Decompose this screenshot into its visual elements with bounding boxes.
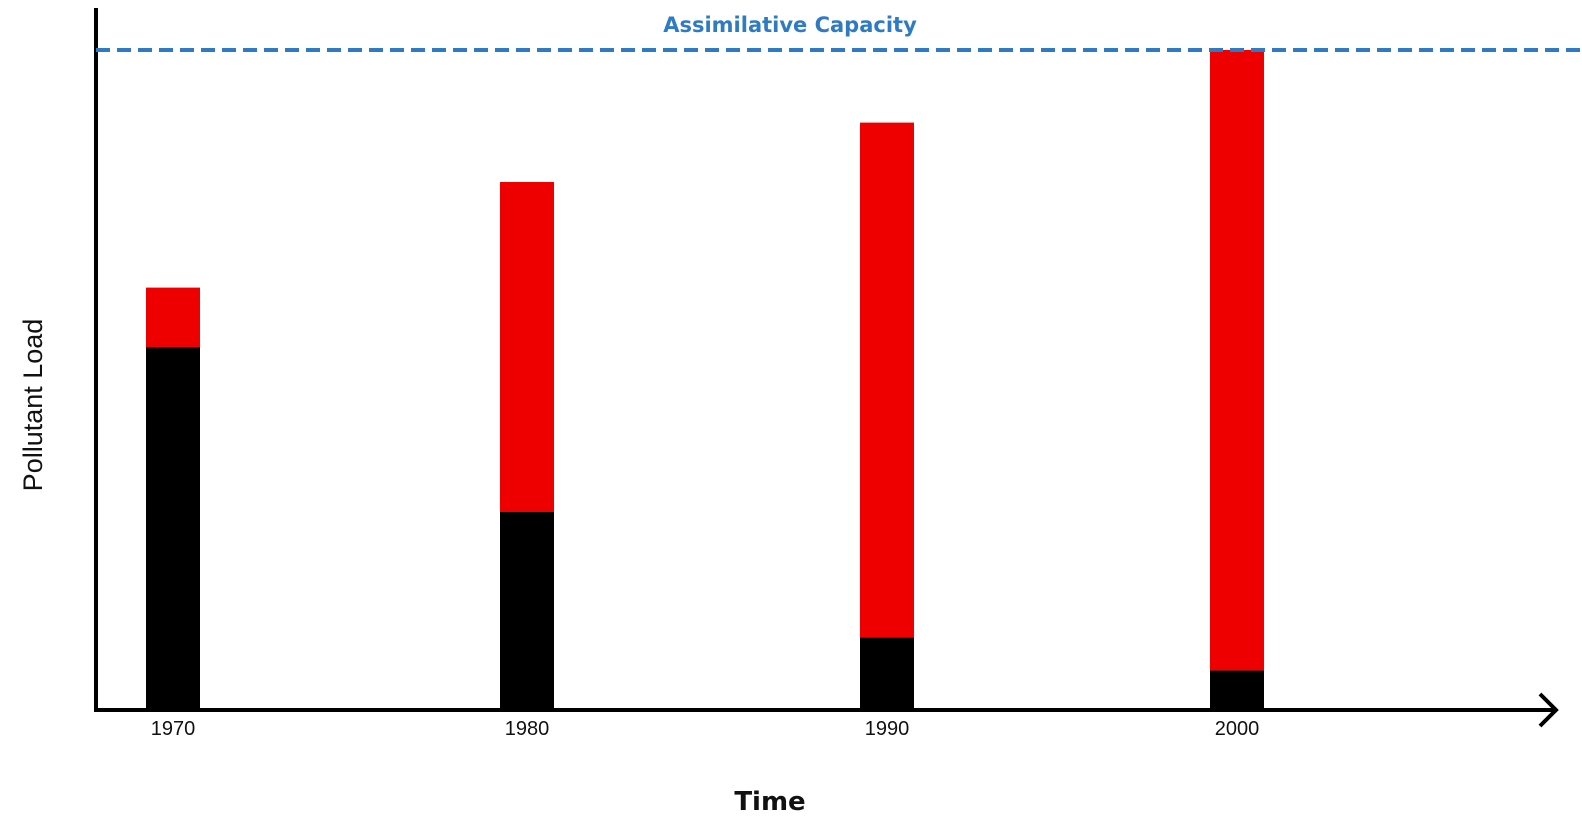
- assimilative-capacity-label: Assimilative Capacity: [663, 13, 917, 37]
- y-axis-title: Pollutant Load: [18, 319, 48, 492]
- x-tick-label-1970: 1970: [151, 718, 196, 740]
- bar-segment-1970-black: [146, 347, 200, 710]
- x-axis-title: Time: [734, 787, 805, 817]
- bar-segment-1970-red: [146, 288, 200, 347]
- x-tick-label-2000: 2000: [1215, 718, 1260, 740]
- bar-segment-1990-black: [860, 637, 914, 710]
- x-tick-label-1980: 1980: [505, 718, 550, 740]
- bar-segment-1990-red: [860, 123, 914, 638]
- bar-segment-2000-black: [1210, 670, 1264, 710]
- x-tick-label-1990: 1990: [865, 718, 910, 740]
- bar-segment-2000-red: [1210, 50, 1264, 670]
- bar-segment-1980-red: [500, 182, 554, 512]
- x-tick-labels: 1970 1980 1990 2000: [151, 718, 1260, 740]
- bars-group: [146, 50, 1264, 710]
- bar-segment-1980-black: [500, 512, 554, 710]
